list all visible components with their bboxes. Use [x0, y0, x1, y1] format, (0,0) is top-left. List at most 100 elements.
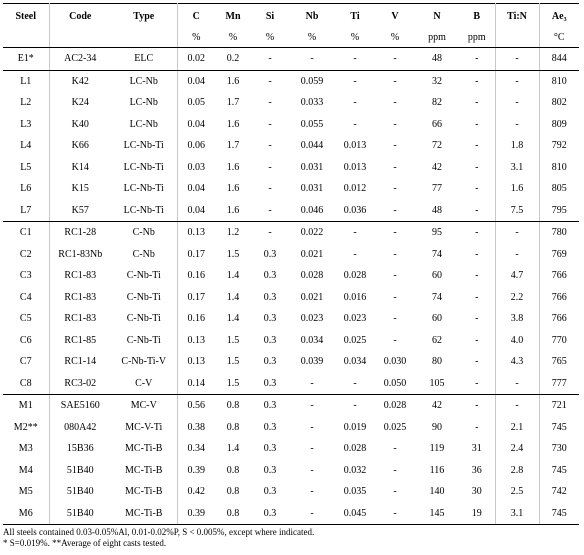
table-cell: 0.3 [251, 372, 289, 395]
table-cell: 0.16 [187, 270, 206, 282]
table-cell: - [353, 227, 357, 239]
table-cell: 48 [415, 199, 459, 222]
table-cell: - [393, 334, 397, 346]
table-cell: L4 [3, 135, 50, 157]
table-cell: L6 [3, 178, 50, 200]
table-header: Steel Code Type C Mn Si Nb Ti V N B Ti:N Ae₃ %%%%%% p… [3, 3, 579, 48]
table-row: M6 51B40 MC-Ti-B 0.39 0.8 0.3-0.045-145 19 3.1 7… [3, 502, 579, 525]
table-cell: M5 [3, 481, 50, 503]
table-cell: 0.035 [343, 486, 367, 498]
header-row-names: Steel Code Type C Mn Si Nb Ti V N B Ti:N Ae₃ [3, 3, 579, 28]
table-cell: - [393, 248, 397, 260]
table-cell: 3.8 [495, 308, 540, 330]
column-unit: % [289, 28, 335, 48]
table-cell: C-Nb-Ti-V [111, 351, 178, 373]
table-cell: LC-Nb [111, 113, 178, 135]
table-cell: 62 [432, 334, 442, 346]
column-header: Mn [215, 3, 251, 28]
table-cell: C-V [111, 372, 178, 395]
table-cell: 795 [539, 199, 579, 222]
table-cell: 140 [429, 486, 445, 498]
table-row: C5 RC1-83 C-Nb-Ti 0.16 1.4 0.3 0.023 0.023-60-3… [3, 308, 579, 330]
table-cell: 0.050 [375, 372, 415, 395]
table-cell: 730 [551, 443, 567, 455]
table-cell: RC1-83 [64, 291, 97, 303]
table-cell: 90 [432, 421, 442, 433]
table-cell: MC-Ti-B [111, 438, 178, 460]
table-cell: ELC [111, 47, 178, 71]
table-cell: - [310, 421, 314, 433]
table-cell: 0.3 [263, 270, 277, 282]
table-cell: LC-Nb-Ti [111, 199, 178, 222]
header-row-units: %%%%%% ppm ppm °C [3, 28, 579, 48]
table-row: C4 RC1-83 C-Nb-Ti 0.17 1.4 0.3 0.021 0.016-74-2… [3, 286, 579, 308]
table-cell: 0.045 [335, 502, 375, 525]
table-cell: 0.3 [263, 400, 277, 412]
table-cell: 721 [551, 400, 567, 412]
table-cell: - [393, 291, 397, 303]
table-cell: - [268, 118, 272, 130]
table-cell: - [393, 443, 397, 455]
table-cell: 745 [539, 502, 579, 525]
table-cell: 1.5 [226, 356, 240, 368]
table-cell: C8 [3, 372, 50, 395]
table-cell: C5 [3, 308, 50, 330]
table-cell: RC1-83Nb [58, 248, 103, 260]
table-cell: - [393, 183, 397, 195]
table-cell: 116 [429, 464, 445, 476]
table-cell: 0.033 [300, 97, 324, 109]
table-cell: 1.8 [495, 135, 540, 157]
table-cell: 36 [459, 459, 496, 481]
table-cell: - [393, 486, 397, 498]
table-cell: 766 [551, 270, 567, 282]
table-cell: - [393, 464, 397, 476]
column-unit: % [375, 28, 415, 48]
table-cell: 77 [432, 183, 442, 195]
table-cell: 0.3 [263, 291, 277, 303]
table-cell: RC1-28 [64, 227, 97, 239]
table-cell: 0.021 [300, 291, 324, 303]
table-cell: - [393, 313, 397, 325]
table-cell: 0.036 [335, 199, 375, 222]
table-cell: - [459, 47, 496, 71]
table-cell: 51B40 [66, 464, 94, 476]
table-cell: M2** [3, 416, 50, 438]
table-cell: L3 [3, 113, 50, 135]
table-cell: 0.04 [187, 118, 206, 130]
table-cell: 1.4 [226, 291, 240, 303]
table-cell: - [310, 400, 314, 412]
table-cell: 0.028 [343, 270, 367, 282]
table-cell: 3.1 [495, 156, 540, 178]
table-cell: 0.028 [300, 270, 324, 282]
table-cell: 742 [551, 486, 567, 498]
column-unit [49, 28, 111, 48]
table-cell: 765 [551, 356, 567, 368]
table-cell: 51B40 [49, 502, 111, 525]
table-cell: 0.8 [226, 464, 240, 476]
table-cell: 080A42 [64, 421, 97, 433]
table-cell: 0.56 [187, 400, 206, 412]
table-cell: 0.3 [263, 443, 277, 455]
table-cell: 2.8 [495, 459, 540, 481]
table-cell: 844 [539, 47, 579, 71]
table-cell: 0.028 [343, 443, 367, 455]
table-cell: 805 [551, 183, 567, 195]
table-row: L7 K57 LC-Nb-Ti 0.04 1.6-0.046 0.036-48-7.5 79… [3, 199, 579, 222]
table-cell: - [310, 464, 314, 476]
table-cell: 780 [551, 227, 567, 239]
table-cell: - [375, 199, 415, 222]
table-cell: M4 [3, 459, 50, 481]
steel-composition-table: Steel Code Type C Mn Si Nb Ti V N B Ti:N Ae₃ %%%%%% p… [3, 3, 579, 525]
table-cell: SAE5160 [60, 400, 100, 412]
table-cell: 0.02 [177, 47, 215, 71]
table-cell: L2 [3, 92, 50, 114]
column-header: Code [49, 3, 111, 28]
table-cell: 1.5 [215, 372, 251, 395]
table-cell: C1 [3, 221, 50, 244]
table-cell: - [268, 227, 272, 239]
table-cell: 31 [459, 438, 496, 460]
table-row: L6 K15 LC-Nb-Ti 0.04 1.6-0.031 0.012-77-1.6 80… [3, 178, 579, 200]
table-row: C6 RC1-85 C-Nb-Ti 0.13 1.5 0.3 0.034 0.025-62-4… [3, 329, 579, 351]
table-cell: 777 [539, 372, 579, 395]
table-cell: - [459, 199, 496, 222]
